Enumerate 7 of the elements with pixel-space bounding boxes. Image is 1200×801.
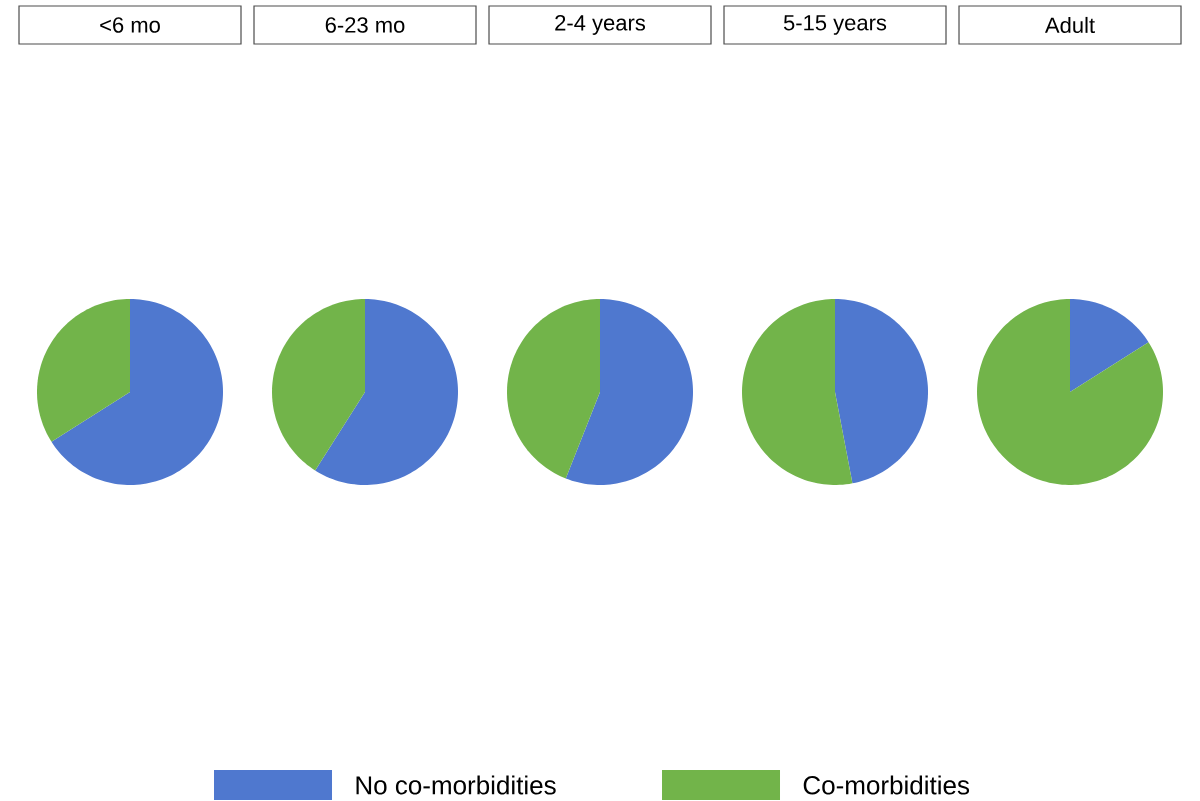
chart-title: Adult xyxy=(1044,16,1095,34)
chart-title: 6-23 mo xyxy=(325,17,405,33)
chart-title: 5-15 years xyxy=(783,15,887,35)
legend-label: No co-morbidities xyxy=(356,775,556,795)
legend-label: Co-morbidities xyxy=(803,775,970,795)
chart-title: <6 mo xyxy=(100,17,160,33)
chart-title: 2-4 years xyxy=(555,15,646,35)
